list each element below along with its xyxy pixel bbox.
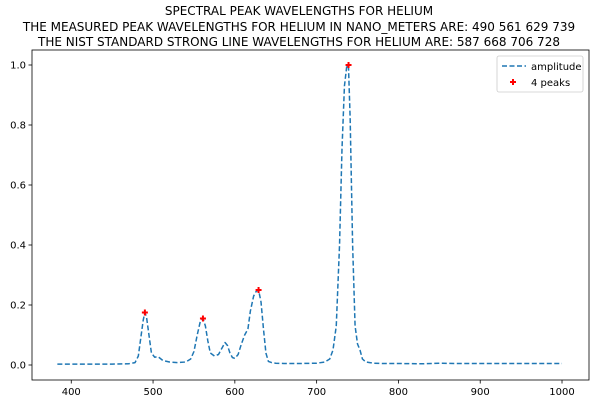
y-tick-label: 0.8	[10, 121, 26, 132]
peak-marker	[199, 315, 206, 322]
plot-area-frame	[31, 49, 590, 381]
y-tick-label: 1.0	[10, 61, 26, 72]
x-tick-label: 900	[471, 387, 490, 398]
series-line-amplitude	[57, 64, 563, 365]
y-tick-label: 0.4	[10, 241, 26, 252]
peak-marker	[255, 287, 262, 293]
chart-title-block: SPECTRAL PEAK WAVELENGTHS FOR HELIUM THE…	[0, 4, 598, 51]
x-tick-label: 1000	[549, 387, 574, 398]
x-tick-label: 500	[144, 387, 163, 398]
y-tick-label: 0.6	[10, 181, 26, 192]
y-axis: 0.0 0.2 0.4 0.6 0.8 1.0	[10, 61, 32, 372]
peak-marker	[141, 309, 148, 316]
legend-label-peaks: 4 peaks	[531, 78, 570, 89]
legend-label-amplitude: amplitude	[531, 62, 582, 73]
legend-box	[496, 55, 584, 93]
series-layer	[57, 62, 563, 365]
legend-swatch-peaks	[510, 79, 516, 85]
y-tick-label: 0.0	[10, 361, 26, 372]
peak-marker	[345, 62, 352, 68]
x-axis: 400 500 600 700 800 900 1000	[62, 380, 575, 398]
chart-subtitle-nist: THE NIST STANDARD STRONG LINE WAVELENGTH…	[38, 35, 560, 49]
x-tick-label: 400	[62, 387, 81, 398]
legend: amplitude 4 peaks	[496, 55, 584, 93]
x-tick-label: 800	[389, 387, 408, 398]
chart-subtitle-measured: THE MEASURED PEAK WAVELENGTHS FOR HELIUM…	[22, 19, 576, 34]
chart-title: SPECTRAL PEAK WAVELENGTHS FOR HELIUM	[164, 4, 434, 18]
x-tick-label: 600	[225, 387, 244, 398]
x-tick-label: 700	[307, 387, 326, 398]
y-tick-label: 0.2	[10, 301, 26, 312]
